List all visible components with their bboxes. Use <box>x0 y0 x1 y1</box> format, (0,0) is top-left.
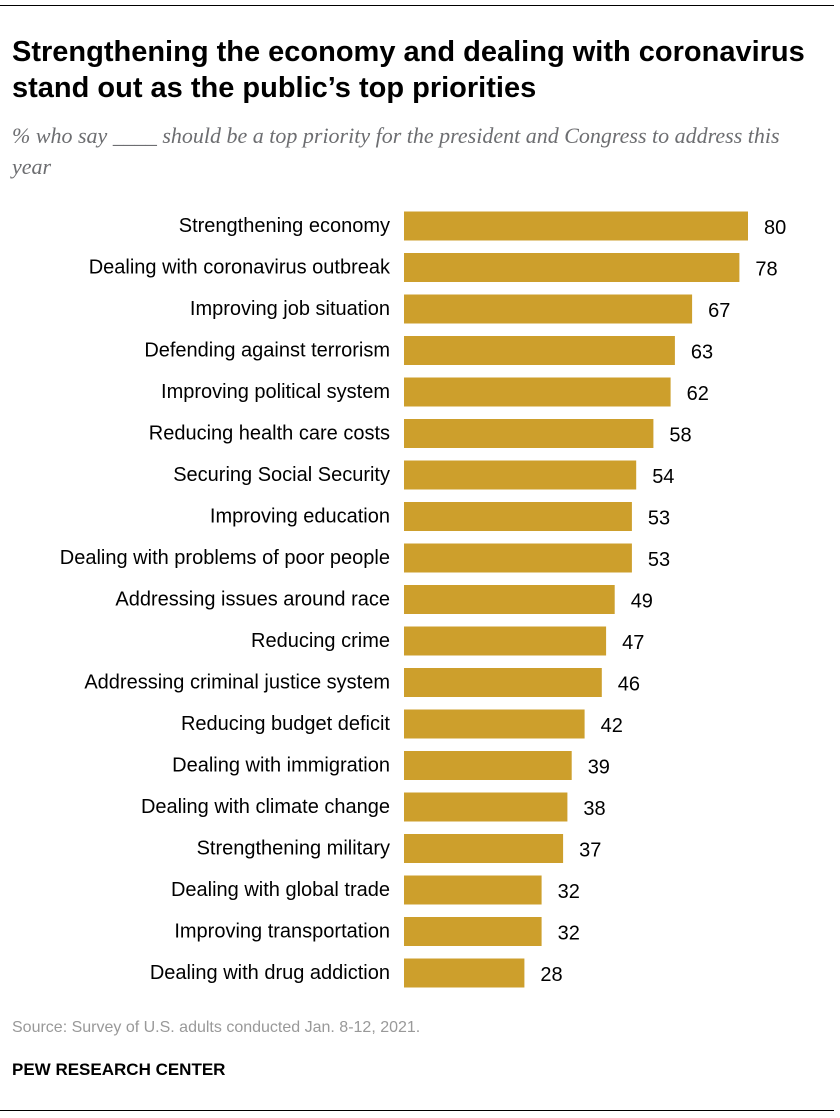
bar <box>404 751 572 780</box>
category-label: Dealing with drug addiction <box>150 962 390 984</box>
value-label: 49 <box>631 591 653 613</box>
bar <box>404 958 525 988</box>
value-label: 62 <box>687 383 709 405</box>
bar <box>404 336 675 365</box>
category-label: Addressing issues around race <box>115 589 390 611</box>
value-label: 54 <box>652 466 674 488</box>
source-note: Source: Survey of U.S. adults conducted … <box>12 1019 421 1036</box>
category-label: Addressing criminal justice system <box>84 672 390 694</box>
category-label: Dealing with problems of poor people <box>60 547 390 569</box>
organization-name: PEW RESEARCH CENTER <box>12 1060 226 1079</box>
category-label: Reducing health care costs <box>149 423 390 445</box>
bar <box>404 419 654 448</box>
category-label: Reducing budget deficit <box>181 713 390 735</box>
bar <box>404 460 637 490</box>
bar <box>404 543 632 573</box>
value-label: 58 <box>669 425 691 447</box>
bar <box>404 377 671 407</box>
category-label: Securing Social Security <box>173 464 390 486</box>
bar <box>404 626 607 656</box>
bar <box>404 668 602 697</box>
top-rule <box>0 5 834 6</box>
value-label: 32 <box>558 923 580 945</box>
value-label: 46 <box>618 674 640 696</box>
chart-title: Strengthening the economy and dealing wi… <box>12 36 805 104</box>
value-label: 32 <box>558 881 580 903</box>
bar-chart: Strengthening economy 80 Dealing with coro… <box>60 211 786 988</box>
bar <box>404 792 568 822</box>
value-label: 42 <box>601 715 623 737</box>
category-label: Dealing with climate change <box>141 796 390 818</box>
category-label: Dealing with immigration <box>172 755 390 777</box>
bar <box>404 834 564 863</box>
bar <box>404 502 632 531</box>
category-label: Defending against terrorism <box>144 340 390 362</box>
category-label: Strengthening military <box>197 838 390 860</box>
bar <box>404 917 542 946</box>
category-label: Dealing with global trade <box>171 879 390 901</box>
category-label: Improving job situation <box>190 298 390 320</box>
bar <box>404 253 740 282</box>
value-label: 53 <box>648 549 670 571</box>
category-label: Reducing crime <box>251 630 390 652</box>
category-label: Improving political system <box>161 381 390 403</box>
bottom-rule <box>0 1110 834 1111</box>
category-label: Improving transportation <box>174 921 390 943</box>
value-label: 37 <box>579 840 601 862</box>
bar <box>404 709 585 739</box>
value-label: 67 <box>708 300 730 322</box>
value-label: 47 <box>622 632 644 654</box>
category-label: Strengthening economy <box>179 215 390 237</box>
bar <box>404 294 693 324</box>
category-label: Improving education <box>210 506 390 528</box>
value-label: 80 <box>764 217 786 239</box>
bar <box>404 585 615 614</box>
value-label: 78 <box>755 259 777 281</box>
value-label: 38 <box>583 798 605 820</box>
category-label: Dealing with coronavirus outbreak <box>89 257 391 279</box>
value-label: 63 <box>691 342 713 364</box>
chart-subtitle: % who say ____ should be a top priority … <box>12 123 780 179</box>
value-label: 28 <box>540 964 562 986</box>
value-label: 53 <box>648 508 670 530</box>
bar <box>404 875 542 905</box>
bar <box>404 211 748 241</box>
value-label: 39 <box>588 757 610 779</box>
